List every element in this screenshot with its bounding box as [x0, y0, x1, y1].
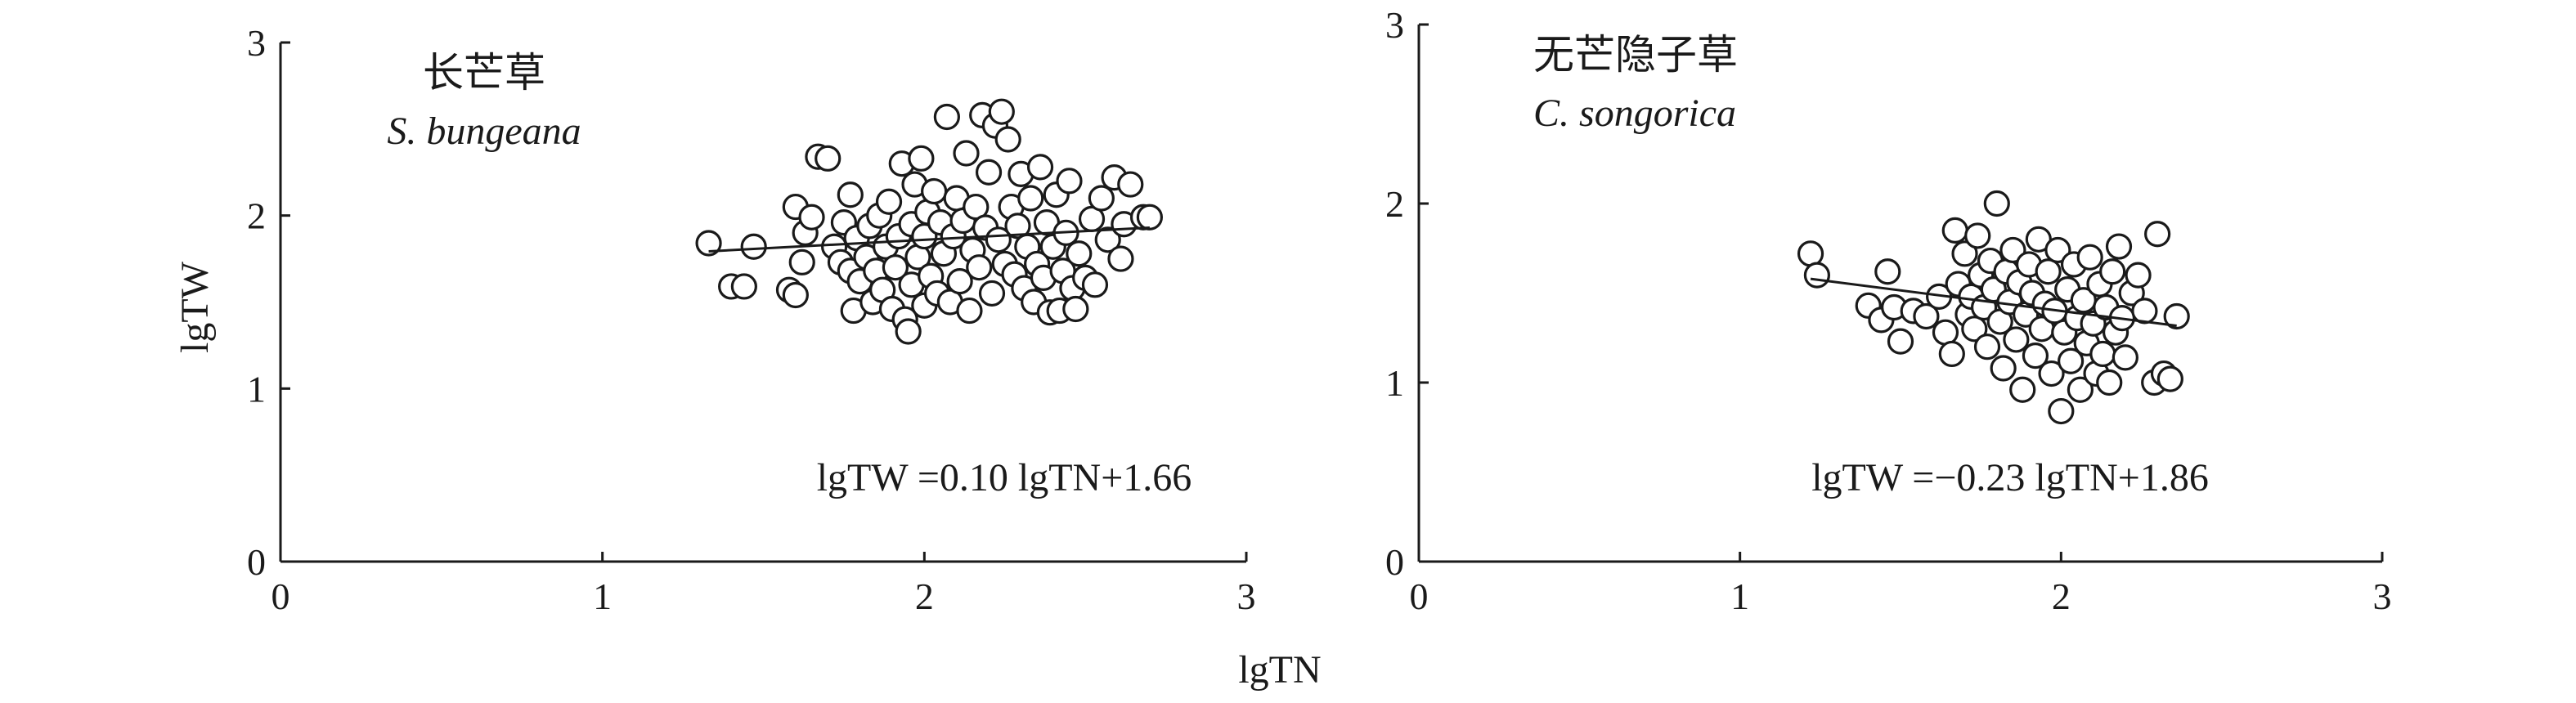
- data-point: [798, 204, 825, 231]
- regression-line: [708, 226, 1150, 253]
- x-tick-label: 2: [915, 575, 934, 617]
- chart-panel-c-songorica: 无芒隐子草 C. songorica lgTW =−0.23 lgTN+1.86…: [1385, 4, 2392, 617]
- data-point: [2058, 347, 2085, 374]
- data-point: [975, 159, 1003, 186]
- data-point: [815, 145, 841, 172]
- data-point: [1056, 168, 1083, 195]
- data-point: [2112, 344, 2138, 371]
- data-point: [978, 280, 1006, 307]
- data-point: [2076, 244, 2103, 271]
- panel-chinese-name: 长芒草: [423, 50, 545, 96]
- x-tick-label: 1: [1730, 575, 1749, 617]
- data-point: [1136, 204, 1164, 231]
- regression-equation: lgTW =−0.23 lgTN+1.86: [1811, 456, 2209, 499]
- chart-panel-s-bungeana: 长芒草 S. bungeana lgTW =0.10 lgTN+1.66 0 1 2…: [247, 22, 1256, 617]
- y-tick-label: 2: [1385, 183, 1404, 225]
- data-point: [2099, 258, 2126, 285]
- data-point: [2105, 233, 2133, 260]
- data-point: [2131, 298, 2158, 325]
- y-tick-label: 1: [247, 368, 266, 410]
- data-point: [1941, 217, 1968, 244]
- panel-chinese-name: 无芒隐子草: [1533, 32, 1738, 78]
- data-point: [946, 268, 973, 295]
- data-point: [2067, 376, 2094, 403]
- regression-line: [1810, 277, 2177, 328]
- data-point: [1932, 319, 1959, 346]
- data-point: [895, 318, 922, 345]
- data-point: [2003, 326, 2030, 353]
- data-point: [2048, 397, 2075, 425]
- shared-y-axis-label: lgTW: [173, 261, 217, 353]
- data-point: [1913, 302, 1940, 330]
- data-point: [695, 230, 722, 257]
- data-point: [908, 145, 935, 172]
- x-tick-label: 0: [1410, 575, 1429, 617]
- x-tick-label: 3: [2373, 575, 2392, 617]
- data-point: [875, 188, 903, 215]
- data-point: [1983, 190, 2010, 217]
- x-tick-label: 2: [2052, 575, 2071, 617]
- data-point: [1062, 295, 1089, 323]
- data-point: [1081, 271, 1109, 298]
- data-point: [2009, 376, 2036, 403]
- x-tick-label: 1: [593, 575, 612, 617]
- data-point: [1887, 328, 1914, 355]
- data-point: [2035, 258, 2062, 285]
- data-point: [2089, 340, 2116, 368]
- data-point: [1094, 226, 1121, 253]
- data-point: [985, 226, 1012, 253]
- data-point: [1973, 334, 2001, 360]
- data-point: [1938, 340, 1965, 368]
- y-tick-label: 2: [247, 195, 266, 237]
- data-point: [1117, 171, 1144, 198]
- data-point: [2096, 369, 2123, 396]
- data-point: [1797, 240, 1824, 267]
- data-point: [966, 254, 993, 281]
- data-point: [1874, 258, 1901, 285]
- x-tick-label: 3: [1237, 575, 1256, 617]
- data-point: [882, 254, 909, 281]
- data-point: [782, 281, 809, 309]
- y-tick-label: 1: [1385, 362, 1404, 404]
- data-point: [740, 233, 767, 260]
- data-point: [2022, 343, 2049, 369]
- data-point: [837, 181, 864, 208]
- panel-latin-name: C. songorica: [1533, 92, 1736, 135]
- data-point: [730, 273, 757, 300]
- data-point: [1088, 185, 1115, 212]
- data-point: [1017, 185, 1044, 212]
- data-point: [2156, 365, 2183, 392]
- data-point: [1066, 240, 1093, 267]
- data-point: [1964, 222, 1991, 249]
- data-point: [956, 297, 983, 325]
- x-tick-label: 0: [272, 575, 290, 617]
- data-point: [1026, 154, 1054, 181]
- data-point: [1803, 262, 1831, 289]
- regression-equation: lgTW =0.10 lgTN+1.66: [817, 456, 1192, 499]
- data-point: [1107, 245, 1134, 272]
- y-tick-label: 0: [247, 541, 266, 583]
- data-point: [933, 103, 960, 131]
- data-point: [2038, 360, 2065, 387]
- data-point: [1951, 240, 1978, 267]
- data-point: [921, 177, 948, 205]
- data-point: [2163, 302, 2190, 330]
- data-point: [994, 126, 1021, 153]
- data-point: [988, 98, 1015, 125]
- y-tick-label: 3: [247, 22, 266, 64]
- shared-x-axis-label: lgTN: [1238, 648, 1321, 692]
- data-point: [2125, 262, 2152, 289]
- data-point: [953, 140, 980, 167]
- data-point: [1961, 316, 1988, 343]
- panel-latin-name: S. bungeana: [387, 110, 581, 153]
- y-tick-label: 3: [1385, 4, 1404, 46]
- data-point: [1990, 355, 2017, 382]
- data-point: [2144, 221, 2171, 248]
- y-tick-label: 0: [1385, 541, 1404, 583]
- data-point: [788, 249, 815, 275]
